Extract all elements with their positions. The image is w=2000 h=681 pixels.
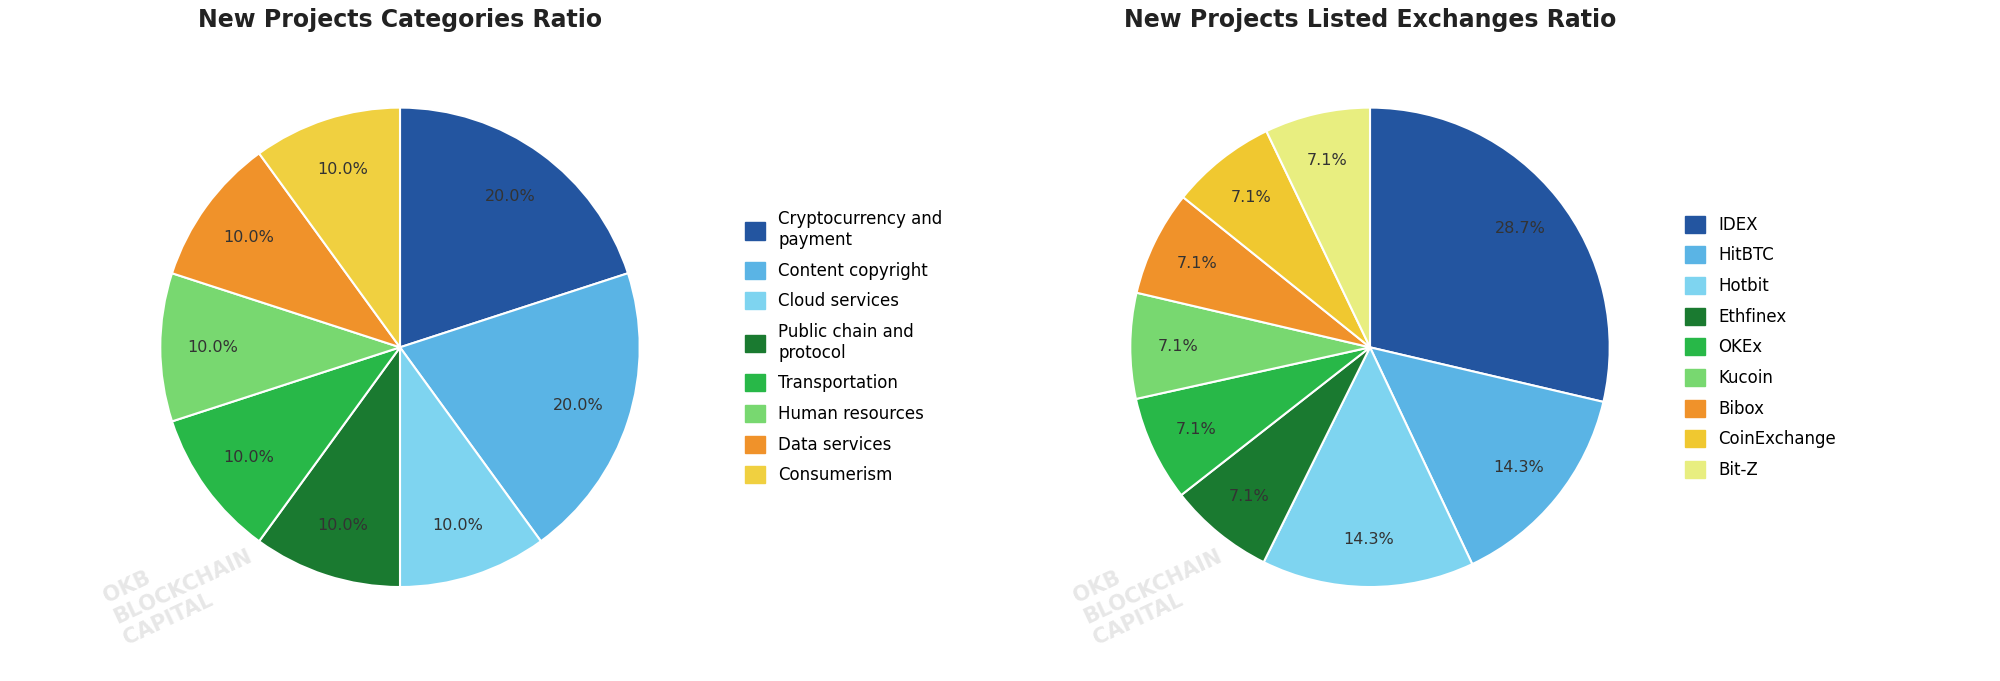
- Wedge shape: [400, 347, 540, 587]
- Text: 10.0%: 10.0%: [316, 518, 368, 533]
- Text: 7.1%: 7.1%: [1230, 189, 1272, 204]
- Text: 7.1%: 7.1%: [1228, 488, 1270, 503]
- Wedge shape: [260, 108, 400, 347]
- Text: 7.1%: 7.1%: [1178, 256, 1218, 271]
- Legend: Cryptocurrency and
payment, Content copyright, Cloud services, Public chain and
: Cryptocurrency and payment, Content copy…: [738, 204, 950, 491]
- Text: 10.0%: 10.0%: [224, 230, 274, 245]
- Text: 7.1%: 7.1%: [1308, 153, 1348, 168]
- Text: 14.3%: 14.3%: [1494, 460, 1544, 475]
- Wedge shape: [160, 273, 400, 422]
- Wedge shape: [172, 347, 400, 541]
- Text: 20.0%: 20.0%: [552, 398, 604, 413]
- Text: 10.0%: 10.0%: [188, 340, 238, 355]
- Wedge shape: [1184, 131, 1370, 347]
- Wedge shape: [1130, 293, 1370, 399]
- Wedge shape: [1136, 197, 1370, 347]
- Wedge shape: [1370, 347, 1604, 564]
- Title: New Projects Categories Ratio: New Projects Categories Ratio: [198, 8, 602, 32]
- Text: 10.0%: 10.0%: [432, 518, 484, 533]
- Wedge shape: [1136, 347, 1370, 495]
- Wedge shape: [1266, 108, 1370, 347]
- Legend: IDEX, HitBTC, Hotbit, Ethfinex, OKEx, Kucoin, Bibox, CoinExchange, Bit-Z: IDEX, HitBTC, Hotbit, Ethfinex, OKEx, Ku…: [1678, 209, 1842, 486]
- Wedge shape: [1264, 347, 1472, 587]
- Text: OKB
BLOCKCHAIN
CAPITAL: OKB BLOCKCHAIN CAPITAL: [1070, 525, 1234, 649]
- Text: 7.1%: 7.1%: [1176, 422, 1216, 437]
- Wedge shape: [172, 153, 400, 347]
- Text: 10.0%: 10.0%: [316, 162, 368, 177]
- Text: 14.3%: 14.3%: [1342, 532, 1394, 547]
- Wedge shape: [400, 273, 640, 541]
- Text: 28.7%: 28.7%: [1494, 221, 1546, 236]
- Text: 10.0%: 10.0%: [224, 449, 274, 464]
- Wedge shape: [1182, 347, 1370, 562]
- Text: OKB
BLOCKCHAIN
CAPITAL: OKB BLOCKCHAIN CAPITAL: [100, 525, 264, 649]
- Text: 7.1%: 7.1%: [1158, 338, 1198, 353]
- Wedge shape: [400, 108, 628, 347]
- Wedge shape: [260, 347, 400, 587]
- Text: 20.0%: 20.0%: [484, 189, 536, 204]
- Title: New Projects Listed Exchanges Ratio: New Projects Listed Exchanges Ratio: [1124, 8, 1616, 32]
- Wedge shape: [1370, 108, 1610, 402]
